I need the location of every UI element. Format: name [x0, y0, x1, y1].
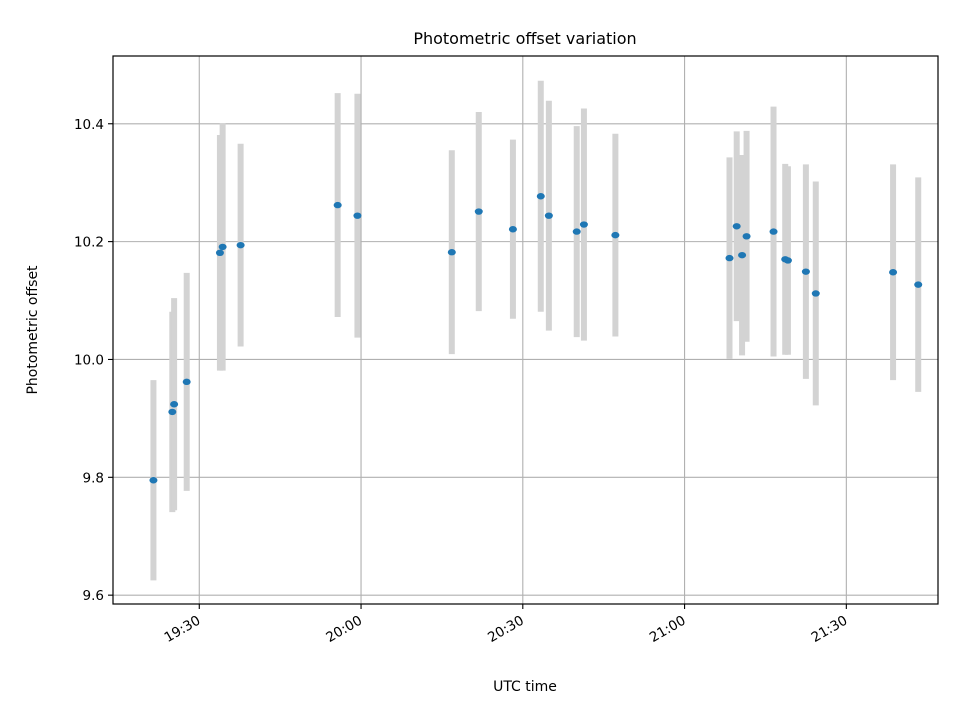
data-point [218, 243, 227, 251]
data-point [236, 241, 245, 249]
y-tick-label: 10.0 [74, 352, 104, 368]
data-point [732, 223, 741, 230]
grid [113, 56, 938, 604]
data-point [572, 228, 581, 235]
plot-frame [112, 55, 939, 605]
y-tick-label: 9.8 [83, 470, 104, 486]
y-tick-label: 10.2 [74, 235, 104, 251]
chart-title: Photometric offset variation [413, 29, 636, 48]
data-point [215, 249, 224, 257]
data-point [536, 193, 545, 200]
data-point [353, 212, 362, 219]
data-point [611, 231, 620, 239]
data-point [738, 251, 747, 259]
data-point [168, 408, 177, 416]
y-axis-label: Photometric offset [25, 265, 41, 395]
data-point [769, 228, 778, 235]
data-points [149, 193, 923, 484]
data-point [579, 221, 588, 228]
data-point [811, 290, 820, 297]
y-tick-label: 10.4 [74, 117, 104, 133]
data-point [149, 477, 158, 484]
data-point [182, 378, 191, 386]
y-tick-label: 9.6 [83, 588, 104, 604]
data-point [474, 208, 483, 215]
data-point [801, 268, 810, 275]
x-axis-label: UTC time [493, 679, 557, 695]
data-point [447, 249, 456, 256]
data-point [508, 226, 517, 233]
y-axis-ticks: 9.6 9.8 10.0 10.2 10.4 [74, 117, 113, 604]
data-point [889, 269, 898, 276]
data-point [783, 257, 792, 264]
data-point [725, 254, 734, 262]
data-point [742, 233, 751, 240]
data-point [170, 401, 179, 408]
data-point [333, 201, 342, 209]
data-point [544, 212, 553, 219]
data-point [914, 281, 923, 288]
